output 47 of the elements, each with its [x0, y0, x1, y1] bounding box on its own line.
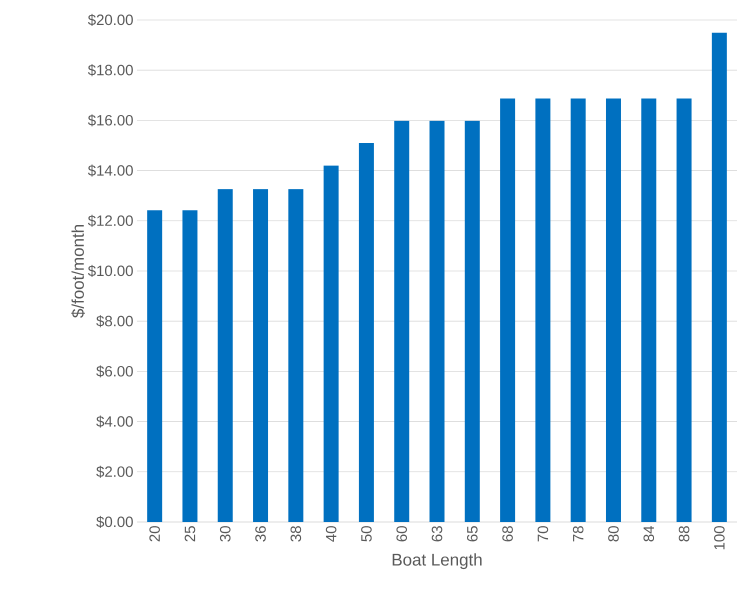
x-tick-label: 68 — [502, 526, 513, 542]
bar — [288, 189, 304, 522]
y-tick-label: $12.00 — [88, 214, 133, 227]
x-tick-label: 50 — [361, 526, 372, 542]
bar — [570, 98, 586, 522]
x-tick-label: 100 — [714, 526, 725, 550]
bar — [218, 189, 233, 522]
x-tick-label: 25 — [184, 526, 196, 542]
x-tick-label: 78 — [572, 526, 584, 542]
x-tick-label: 63 — [432, 526, 442, 542]
bar — [500, 98, 516, 522]
bar — [253, 189, 268, 522]
y-tick-label: $10.00 — [88, 264, 133, 278]
x-tick-label: 40 — [326, 526, 336, 542]
y-tick-label: $6.00 — [96, 365, 133, 378]
x-tick-label: 70 — [538, 526, 548, 542]
x-tick-label: 38 — [290, 526, 302, 542]
bar — [676, 98, 692, 522]
bar — [712, 32, 727, 522]
y-tick-label: $20.00 — [88, 14, 133, 26]
y-tick-label: $18.00 — [88, 64, 133, 76]
y-tick-label: $14.00 — [88, 164, 133, 177]
x-axis-title: Boat Length — [392, 553, 482, 570]
bar — [324, 166, 339, 522]
bar — [641, 98, 656, 522]
bar — [606, 98, 621, 522]
x-tick-label: 65 — [467, 526, 478, 542]
bar — [430, 120, 445, 522]
y-axis-title: $/foot/month — [71, 225, 85, 318]
bar — [358, 142, 374, 522]
bar — [394, 120, 410, 522]
x-tick-label: 60 — [396, 526, 407, 542]
x-tick-label: 30 — [220, 526, 231, 542]
y-tick-label: $0.00 — [96, 516, 133, 528]
y-tick-label: $2.00 — [96, 466, 133, 478]
y-tick-label: $8.00 — [96, 315, 133, 328]
bar — [464, 120, 480, 522]
x-tick-label: 84 — [643, 526, 654, 542]
x-tick-label: 88 — [678, 526, 690, 542]
bar — [182, 210, 198, 522]
bar — [535, 98, 550, 522]
bar — [147, 210, 162, 522]
y-tick-label: $4.00 — [96, 416, 133, 428]
x-tick-label: 20 — [149, 526, 160, 542]
y-tick-label: $16.00 — [88, 114, 133, 126]
x-tick-label: 80 — [608, 526, 619, 542]
x-tick-label: 36 — [255, 526, 266, 542]
